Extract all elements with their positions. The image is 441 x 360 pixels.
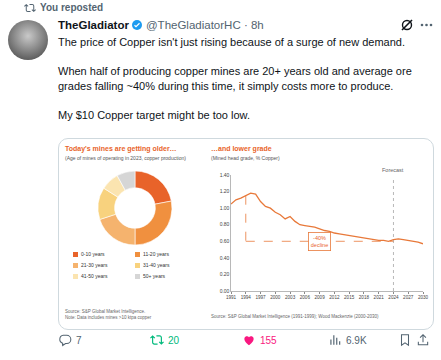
svg-text:1994: 1994	[241, 295, 252, 300]
html-text:(Mined head grade, % Copper): (Mined head grade, % Copper)	[211, 155, 280, 161]
html-text:My $10 Copper target might be: My $10 Copper target might be too low.	[58, 109, 250, 121]
svg-text:0.60: 0.60	[220, 238, 230, 244]
svg-text:2015: 2015	[344, 295, 355, 300]
html-text:You reposted: You reposted	[40, 2, 104, 13]
svg-text:0.80: 0.80	[220, 221, 230, 227]
svg-text:2006: 2006	[300, 295, 311, 300]
html-text:6.9K: 6.9K	[346, 335, 367, 346]
svg-text:2027: 2027	[403, 295, 414, 300]
svg-text:2012: 2012	[329, 295, 340, 300]
svg-text:0.20: 0.20	[220, 271, 230, 277]
html-text:Source: S&P Global Market Inte: Source: S&P Global Market Intelligence.	[65, 309, 146, 314]
svg-text:2009: 2009	[315, 295, 326, 300]
html-text:@TheGladiatorHC · 8h: @TheGladiatorHC · 8h	[145, 19, 264, 31]
svg-text:2003: 2003	[285, 295, 296, 300]
svg-text:Forecast: Forecast	[382, 167, 404, 173]
html-text:41-50 years: 41-50 years	[81, 273, 108, 279]
svg-text:1.20: 1.20	[220, 188, 230, 194]
html-text:Today's mines are getting olde: Today's mines are getting older…	[65, 145, 177, 152]
svg-text:1.40: 1.40	[220, 172, 230, 178]
html-text:Note: Data includes mines >10: Note: Data includes mines >10 ktpa coppe…	[65, 315, 152, 320]
html-text:Source: S&P Global Market Inte: Source: S&P Global Market Intelligence (…	[211, 314, 379, 319]
html-text:50+ years: 50+ years	[143, 273, 166, 279]
html-text:20: 20	[168, 335, 180, 346]
svg-text:2024: 2024	[388, 295, 399, 300]
svg-text:0.00: 0.00	[220, 288, 230, 294]
html-text:…and lower grade: …and lower grade	[211, 145, 272, 152]
svg-text:-40%decline: -40%decline	[311, 235, 328, 248]
svg-text:0.40: 0.40	[220, 255, 230, 261]
svg-text:1997: 1997	[255, 295, 266, 300]
svg-text:1.00: 1.00	[220, 205, 230, 211]
html-text:7: 7	[76, 335, 82, 346]
svg-text:2021: 2021	[374, 295, 385, 300]
html-text:31-40 years: 31-40 years	[143, 262, 170, 268]
html-text:When half of producing copper: When half of producing copper mines are …	[58, 65, 412, 92]
svg-text:2018: 2018	[359, 295, 370, 300]
html-text:11-20 years: 11-20 years	[143, 251, 169, 257]
svg-text:2000: 2000	[270, 295, 281, 300]
html-text:155: 155	[260, 335, 277, 346]
html-text:TheGladiator: TheGladiator	[58, 19, 129, 31]
html-text:The price of Copper isn't just: The price of Copper isn't just rising be…	[58, 36, 405, 48]
svg-text:1991: 1991	[226, 295, 237, 300]
html-text:0-10 years: 0-10 years	[81, 251, 105, 257]
html-text:21-30 years: 21-30 years	[81, 262, 108, 268]
svg-text:2030: 2030	[418, 295, 429, 300]
html-text:(Age of mines of operating in: (Age of mines of operating in 2023, copp…	[65, 155, 186, 161]
